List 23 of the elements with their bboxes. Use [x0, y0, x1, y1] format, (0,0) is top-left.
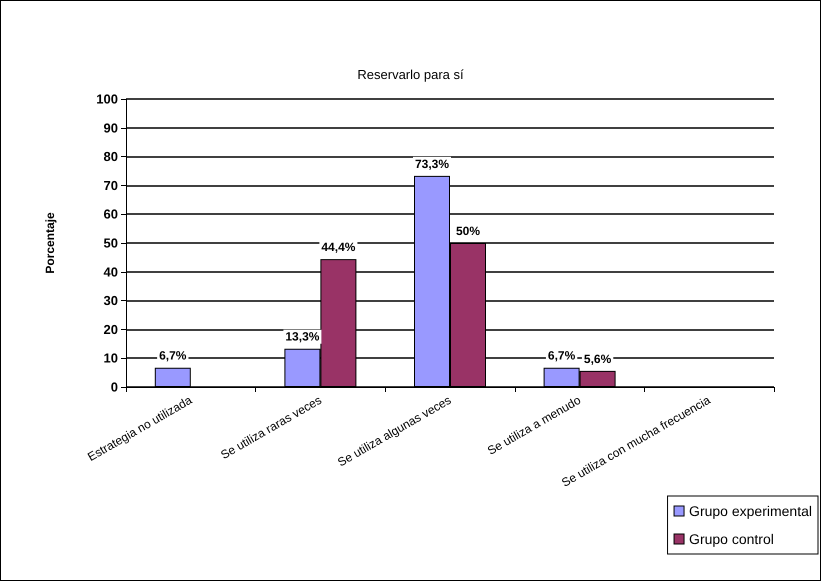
- data-label: 5,6%: [584, 352, 612, 366]
- y-tick-label: 10: [104, 350, 118, 366]
- y-tick-label: 90: [104, 120, 118, 136]
- legend-label: Grupo control: [689, 531, 774, 547]
- x-tick-label: Se utiliza raras veces: [218, 392, 324, 462]
- y-tick-label: 80: [104, 149, 118, 164]
- data-label: 13,3%: [285, 330, 320, 344]
- y-tick-label: 70: [104, 178, 118, 193]
- data-label: 6,7%: [548, 348, 576, 363]
- data-label: 6,7%: [159, 348, 187, 363]
- data-label: 44,4%: [321, 240, 356, 254]
- y-tick-label: 100: [96, 92, 118, 106]
- y-tick-label: 30: [104, 293, 118, 308]
- y-tick-label: 40: [104, 264, 118, 280]
- data-label: 50%: [456, 224, 480, 238]
- y-axis-title: Porcentaje: [43, 212, 57, 274]
- y-tick-label: 50: [104, 236, 118, 250]
- y-tick-label: 60: [104, 206, 118, 222]
- chart-title: Reservarlo para sí: [357, 67, 464, 82]
- y-tick-label: 0: [110, 380, 118, 394]
- legend-label: Grupo experimental: [689, 503, 812, 519]
- y-tick-label: 20: [104, 322, 118, 337]
- data-label: 73,3%: [414, 156, 450, 171]
